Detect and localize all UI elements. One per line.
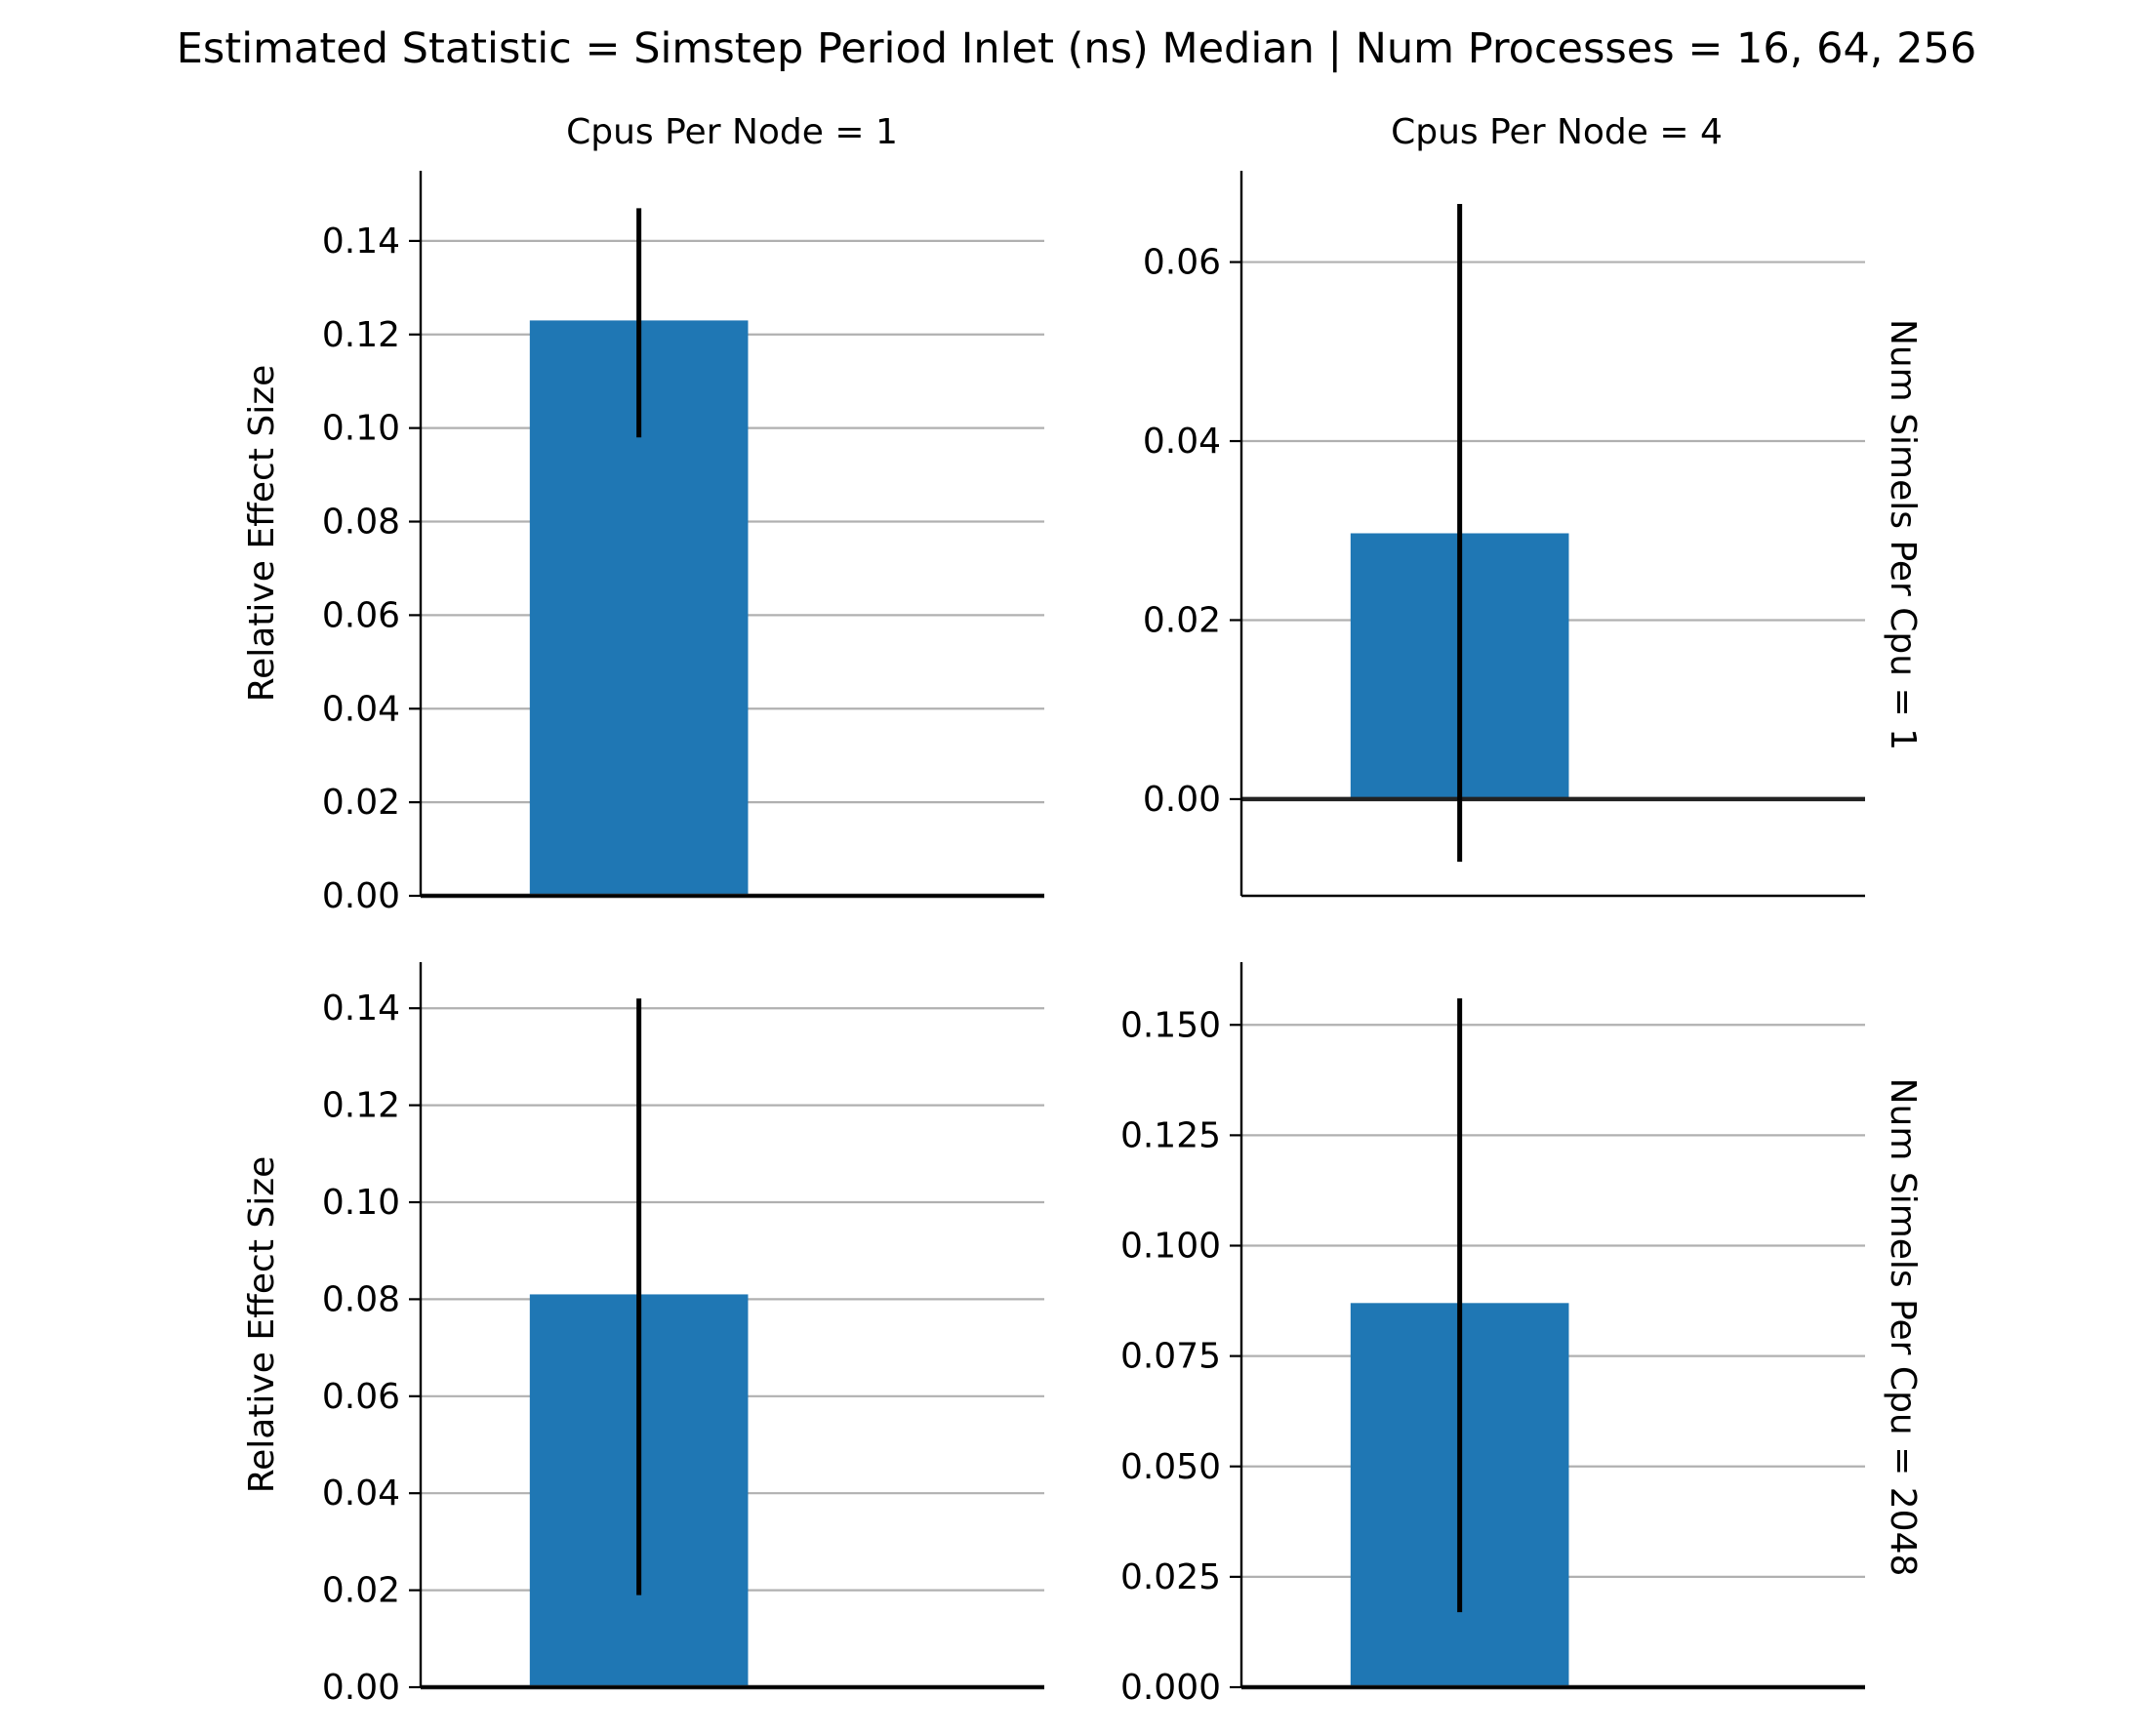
column-title-cpus-per-node-1: Cpus Per Node = 1 — [566, 112, 898, 152]
y-tick-label: 0.125 — [1120, 1115, 1221, 1155]
y-tick-label: 0.12 — [322, 315, 400, 355]
y-tick-label: 0.04 — [322, 1474, 400, 1514]
y-tick-label: 0.02 — [322, 1571, 400, 1611]
y-tick-label: 0.10 — [322, 1183, 400, 1223]
y-tick-label: 0.08 — [322, 1279, 400, 1319]
y-tick-label: 0.00 — [322, 876, 400, 916]
y-tick-label: 0.06 — [322, 595, 400, 635]
y-tick-label: 0.12 — [322, 1086, 400, 1126]
row-title-simels-per-cpu-1: Num Simels Per Cpu = 1 — [1883, 319, 1923, 750]
y-tick-label: 0.100 — [1120, 1227, 1221, 1267]
panel-r1c0: 0.00 0.02 0.04 0.06 0.08 0.10 0.12 0.14 Relative… — [242, 962, 1044, 1708]
y-axis-label: Relative Effect Size — [242, 1156, 282, 1494]
y-tick-label: 0.150 — [1120, 1005, 1221, 1045]
row-title-simels-per-cpu-2048: Num Simels Per Cpu = 2048 — [1883, 1078, 1923, 1577]
column-title-cpus-per-node-4: Cpus Per Node = 4 — [1391, 112, 1723, 152]
y-tick-label: 0.14 — [322, 222, 400, 262]
y-tick-label: 0.06 — [1143, 243, 1221, 283]
y-tick-label: 0.14 — [322, 989, 400, 1029]
chart-panels: 0.00 0.02 0.04 0.06 0.08 0.10 0.12 0.14 Relative… — [242, 171, 1865, 1708]
panel-r1c1: 0.000 0.025 0.050 0.075 0.100 0.125 0.150 — [1120, 962, 1865, 1708]
y-tick-label: 0.04 — [322, 689, 400, 729]
y-tick-label: 0.025 — [1120, 1557, 1221, 1597]
y-tick-label: 0.10 — [322, 409, 400, 449]
y-tick-label: 0.06 — [322, 1377, 400, 1417]
y-tick-label: 0.08 — [322, 503, 400, 543]
y-tick-label: 0.050 — [1120, 1447, 1221, 1487]
y-tick-label: 0.04 — [1143, 422, 1221, 462]
y-tick-label: 0.02 — [1143, 600, 1221, 640]
panel-r0c1: 0.00 0.02 0.04 0.06 — [1143, 171, 1865, 898]
figure-title: Estimated Statistic = Simstep Period Inl… — [177, 24, 1976, 73]
y-tick-label: 0.075 — [1120, 1337, 1221, 1377]
y-tick-label: 0.02 — [322, 783, 400, 823]
y-tick-label: 0.000 — [1120, 1668, 1221, 1708]
y-axis-label: Relative Effect Size — [242, 365, 282, 703]
y-tick-label: 0.00 — [1143, 780, 1221, 820]
y-tick-label: 0.00 — [322, 1668, 400, 1708]
panel-r0c0: 0.00 0.02 0.04 0.06 0.08 0.10 0.12 0.14 Relative… — [242, 171, 1044, 916]
